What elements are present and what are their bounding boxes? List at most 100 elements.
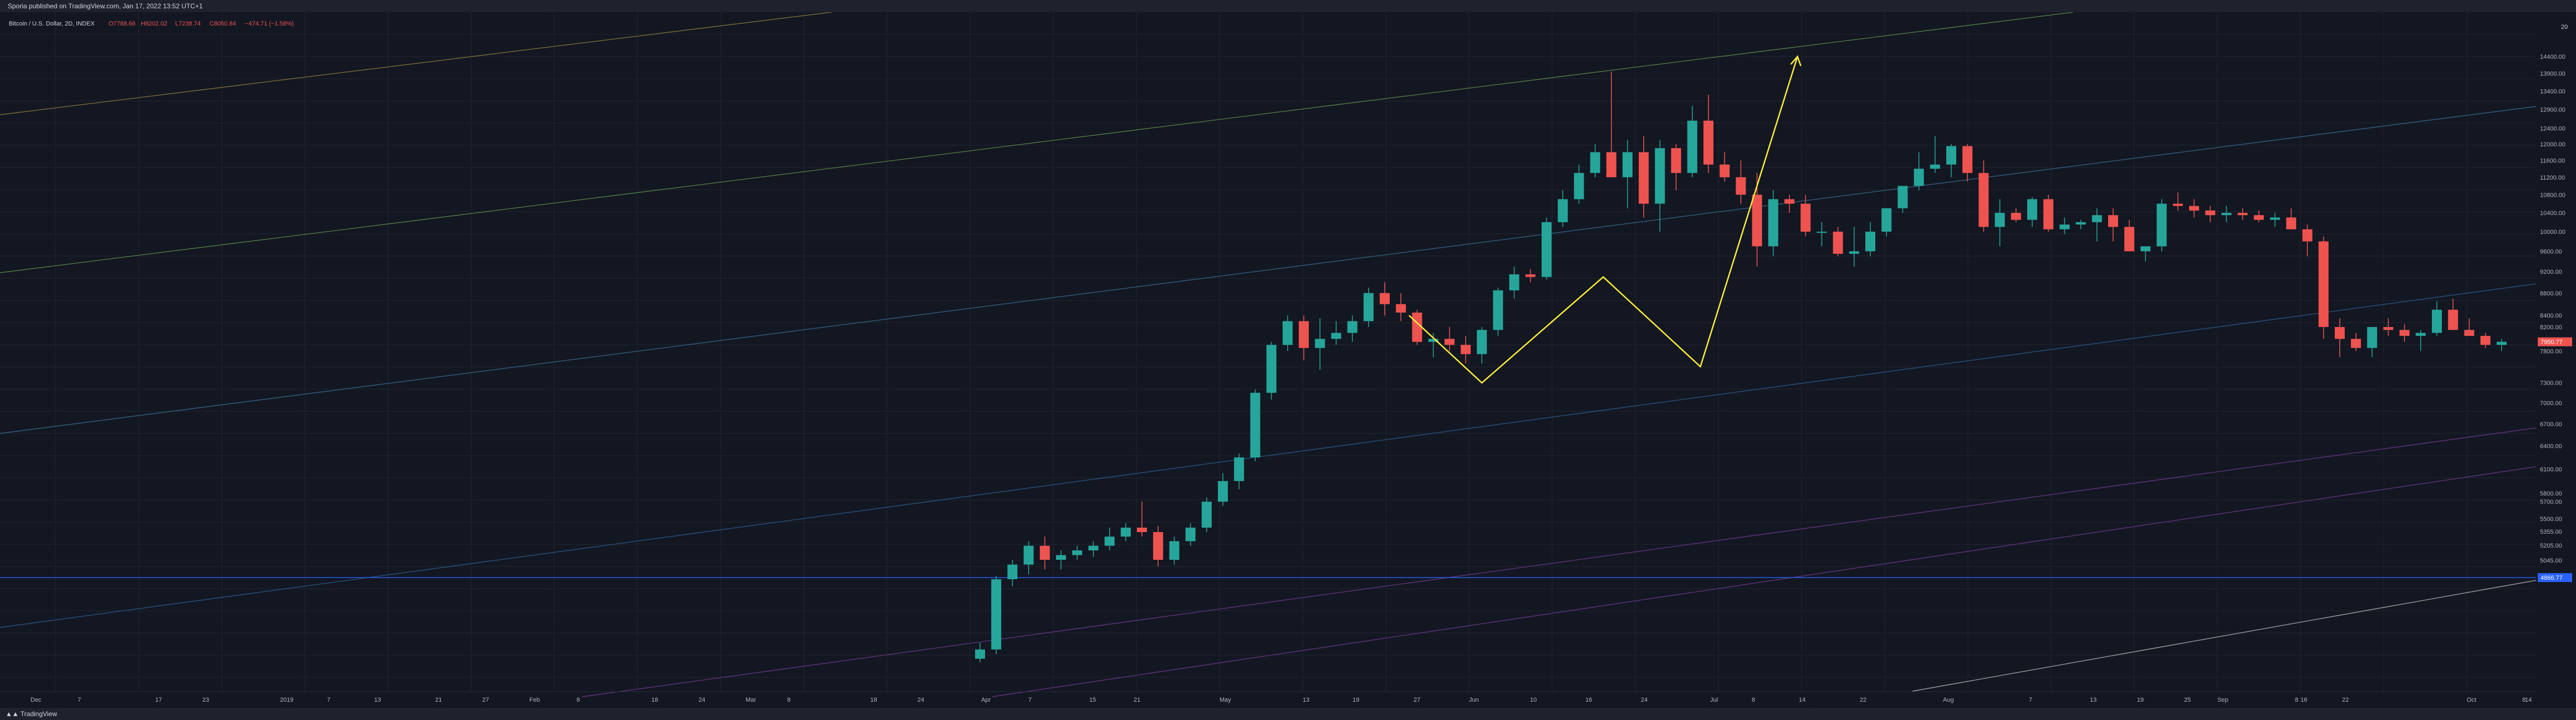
time-tick-label: Dec [30, 697, 42, 703]
candle-body [2205, 210, 2216, 216]
time-tick-label: Jul [1710, 697, 1718, 703]
candle-body [1833, 231, 1843, 254]
time-axis[interactable]: Dec 7 17 23 2019 7 13 21 27 Feb 8 18 24 Mar 8 18 24 Apr 7 1… [0, 691, 2536, 703]
candle-body [991, 579, 1002, 650]
price-tick-label: 5355.00 [2540, 529, 2562, 535]
candle-body [1201, 502, 1212, 528]
time-tick-label: 24 [917, 697, 924, 703]
time-tick-label: Apr [981, 697, 991, 703]
price-tick-label: 12900.00 [2540, 106, 2565, 113]
price-tick-label: 6100.00 [2540, 466, 2562, 473]
candle-body [1282, 321, 1293, 345]
candle-body [1784, 199, 1794, 204]
candle-body [1396, 304, 1406, 313]
candle-body [1849, 251, 1859, 254]
candle-body [1218, 481, 1228, 502]
candle-body [975, 649, 985, 659]
candle-body [1315, 339, 1325, 348]
candle-body [1137, 527, 1147, 533]
candle-body [2059, 224, 2070, 229]
price-tick-label: 5045.00 [2540, 558, 2562, 564]
candle-body [2075, 222, 2086, 225]
candle-body [1250, 392, 1261, 458]
candle-body [2092, 215, 2102, 222]
channel-line [0, 283, 2537, 628]
candle-body [1363, 293, 1374, 321]
candle-body [2318, 241, 2329, 327]
candle-body [2221, 212, 2232, 216]
price-axis-top-label: 20 [2561, 24, 2568, 30]
price-chart[interactable]: 20 14400.00 13900.00 13400.00 12900.00 12400.… [0, 12, 2576, 708]
time-tick-label: 14 [2525, 697, 2532, 703]
candle-body [2448, 309, 2458, 330]
time-tick-label: 27 [1414, 697, 1420, 703]
candle-body [1299, 321, 1309, 348]
candle-body [1897, 186, 1908, 208]
time-tick-label: 13 [374, 697, 381, 703]
time-tick-label: Oct [2467, 697, 2476, 703]
candle-body [1687, 120, 1697, 173]
candle-body [1509, 274, 1519, 290]
tradingview-logo-icon: ▲▲ [6, 710, 19, 718]
channel-line [1912, 580, 2537, 692]
time-tick-label: 7 [78, 697, 81, 703]
time-tick-label: 24 [698, 697, 705, 703]
candle-body [1185, 527, 1196, 542]
last-price-badge [2538, 337, 2572, 346]
candle-body [2415, 333, 2426, 336]
price-tick-label: 8800.00 [2540, 290, 2562, 297]
candle-body [1007, 564, 1018, 580]
price-tick-label: 7300.00 [2540, 380, 2562, 387]
annotation-path [1408, 56, 1798, 384]
candle-body [2383, 326, 2394, 330]
candle-body [2253, 215, 2264, 220]
price-tick-label: 7800.00 [2540, 348, 2562, 355]
candle-body [1088, 545, 1099, 551]
time-tick-label: 18 [870, 697, 877, 703]
time-tick-label: 16 [2300, 697, 2307, 703]
time-tick-label: 16 [1585, 697, 1592, 703]
candle-body [2237, 212, 2248, 216]
candle-body [1120, 527, 1131, 537]
candle-body [1978, 173, 1989, 227]
time-tick-label: May [1220, 697, 1231, 703]
candle-body [1023, 545, 1034, 565]
candle-body [1542, 222, 1552, 277]
candle-body [1558, 199, 1568, 222]
price-axis[interactable]: 20 14400.00 13900.00 13400.00 12900.00 12400.… [2537, 12, 2576, 708]
candle-body [1995, 212, 2005, 227]
price-tick-label: 12000.00 [2540, 141, 2565, 148]
candle-body [2124, 227, 2135, 252]
candle-body [1477, 330, 1487, 354]
candle-body [1623, 152, 1633, 177]
candle-body [1347, 321, 1358, 333]
price-tick-label: 12400.00 [2540, 126, 2565, 132]
time-tick-label: 7 [327, 697, 330, 703]
candle-body [2480, 335, 2491, 345]
price-tick-label: 11200.00 [2540, 175, 2565, 181]
time-tick-label: 22 [2342, 697, 2349, 703]
candle-body [2140, 246, 2151, 252]
candle-body [1752, 195, 1762, 247]
candle-body [2496, 341, 2507, 345]
time-tick-label: 8 [2295, 697, 2298, 703]
footer-brand: TradingView [20, 710, 57, 718]
price-tick-label: 13900.00 [2540, 71, 2565, 78]
channel-line [581, 427, 2537, 697]
legend-symbol: Bitcoin / U.S. Dollar, 2D, INDEX [9, 21, 95, 27]
time-tick-label: 8 [577, 697, 580, 703]
legend-low: L7238.74 [175, 21, 201, 27]
time-tick-label: 8 [787, 697, 790, 703]
time-tick-label: 14 [1799, 697, 1805, 703]
candle-body [1493, 290, 1503, 330]
price-tick-label: 9200.00 [2540, 269, 2562, 275]
price-tick-label: 8200.00 [2540, 324, 2562, 331]
candle-body [1800, 203, 1811, 232]
price-tick-label: 6700.00 [2540, 421, 2562, 428]
price-axis-bg [2537, 12, 2576, 708]
candle-body [1072, 550, 1083, 555]
candle-body [1153, 532, 1164, 560]
time-tick-label: 7 [1028, 697, 1032, 703]
candle-body [1574, 173, 1584, 200]
candle-body [1946, 146, 1956, 165]
